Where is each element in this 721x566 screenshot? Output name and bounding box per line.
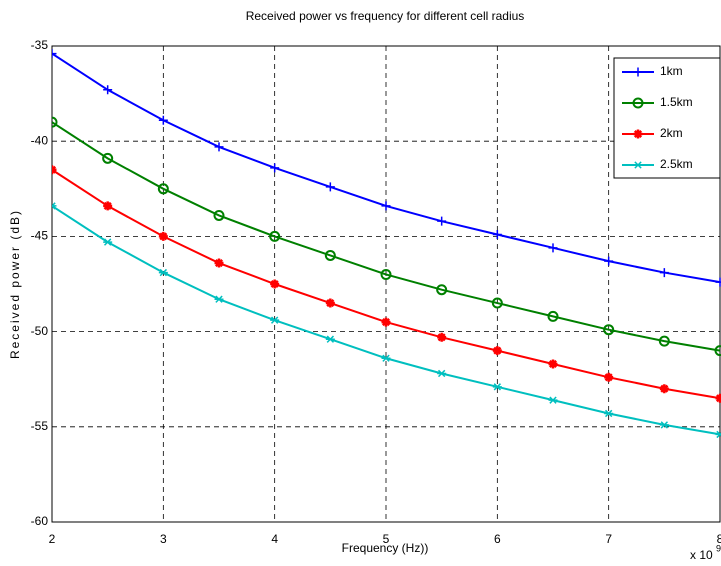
marker [604,256,614,266]
y-tick-label: -60 [31,514,49,528]
marker [381,317,391,327]
marker [270,316,280,324]
marker [437,216,447,226]
marker [633,161,643,169]
legend-label: 2.5km [660,157,693,171]
marker [52,49,57,59]
marker [659,384,669,394]
marker [214,295,224,303]
legend-box [613,57,721,179]
y-tick-label: -55 [31,419,49,433]
marker [492,346,502,356]
marker [658,335,670,347]
marker [604,409,614,418]
marker [492,383,502,391]
marker [548,359,558,369]
marker [324,249,336,261]
marker [548,243,558,253]
marker [381,201,391,211]
marker [103,201,113,211]
marker [603,324,615,336]
marker [325,335,335,343]
x-tick-label: 6 [494,532,501,546]
marker [214,258,224,268]
chart-title: Received power vs frequency for differen… [246,9,525,23]
marker [213,209,225,221]
marker [325,298,335,308]
marker [270,279,280,289]
marker [103,85,113,95]
marker [52,116,58,128]
marker [325,182,335,192]
marker [659,421,669,429]
marker [52,165,57,175]
marker [659,268,669,278]
marker [548,396,558,404]
y-axis-label: Received power (dB) [8,209,22,359]
x-tick-label: 7 [605,532,612,546]
marker [492,229,502,239]
marker [437,332,447,342]
marker [269,230,281,242]
x-axis-label: Frequency (Hz)) [342,541,429,555]
x-tick-label: 2 [49,532,56,546]
x-tick-label: 5 [383,532,390,546]
marker [52,202,57,210]
y-tick-label: -50 [31,324,49,338]
marker [547,310,559,322]
legend-label: 2km [660,126,683,140]
x-tick-label: 3 [160,532,167,546]
y-tick-label: -35 [31,38,49,52]
legend-label: 1km [660,64,683,78]
marker [270,163,280,173]
y-tick-label: -45 [31,229,49,243]
marker [158,268,168,277]
marker [214,142,224,152]
marker [633,67,643,77]
series-line [52,121,721,352]
marker [437,369,447,378]
marker [158,231,168,241]
x-tick-label: 4 [271,532,278,546]
y-tick-label: -40 [31,133,49,147]
x-multiplier: x 10 [690,548,713,562]
marker [102,152,114,164]
marker [103,238,113,246]
legend: 1km 1.5km 2km 2.5km [613,57,721,179]
marker [380,268,392,280]
marker [715,393,721,403]
marker [157,183,169,195]
legend-label: 1.5km [660,95,693,109]
marker [715,430,721,439]
marker [714,345,721,357]
marker [491,297,503,309]
marker [158,115,168,125]
x-multiplier-exponent: 9 [716,543,721,553]
marker [632,97,644,109]
marker [436,284,448,296]
marker [633,129,643,139]
marker [381,354,391,362]
marker [715,277,721,287]
marker [604,372,614,382]
x-tick-label: 8 [717,532,721,546]
